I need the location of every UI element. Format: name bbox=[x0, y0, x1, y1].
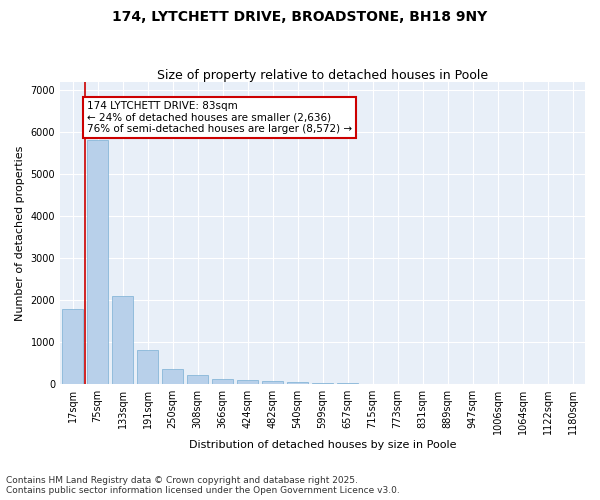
Bar bbox=[212, 379, 233, 384]
Bar bbox=[237, 380, 258, 384]
Bar bbox=[312, 383, 333, 384]
Text: 174, LYTCHETT DRIVE, BROADSTONE, BH18 9NY: 174, LYTCHETT DRIVE, BROADSTONE, BH18 9N… bbox=[112, 10, 488, 24]
Bar bbox=[187, 376, 208, 384]
Bar bbox=[262, 381, 283, 384]
Title: Size of property relative to detached houses in Poole: Size of property relative to detached ho… bbox=[157, 69, 488, 82]
Bar bbox=[162, 369, 183, 384]
Bar bbox=[62, 310, 83, 384]
Text: Contains HM Land Registry data © Crown copyright and database right 2025.
Contai: Contains HM Land Registry data © Crown c… bbox=[6, 476, 400, 495]
Y-axis label: Number of detached properties: Number of detached properties bbox=[15, 146, 25, 320]
Bar bbox=[137, 350, 158, 384]
Bar bbox=[112, 296, 133, 384]
Text: 174 LYTCHETT DRIVE: 83sqm
← 24% of detached houses are smaller (2,636)
76% of se: 174 LYTCHETT DRIVE: 83sqm ← 24% of detac… bbox=[87, 101, 352, 134]
Bar bbox=[287, 382, 308, 384]
Bar bbox=[87, 140, 108, 384]
X-axis label: Distribution of detached houses by size in Poole: Distribution of detached houses by size … bbox=[189, 440, 456, 450]
